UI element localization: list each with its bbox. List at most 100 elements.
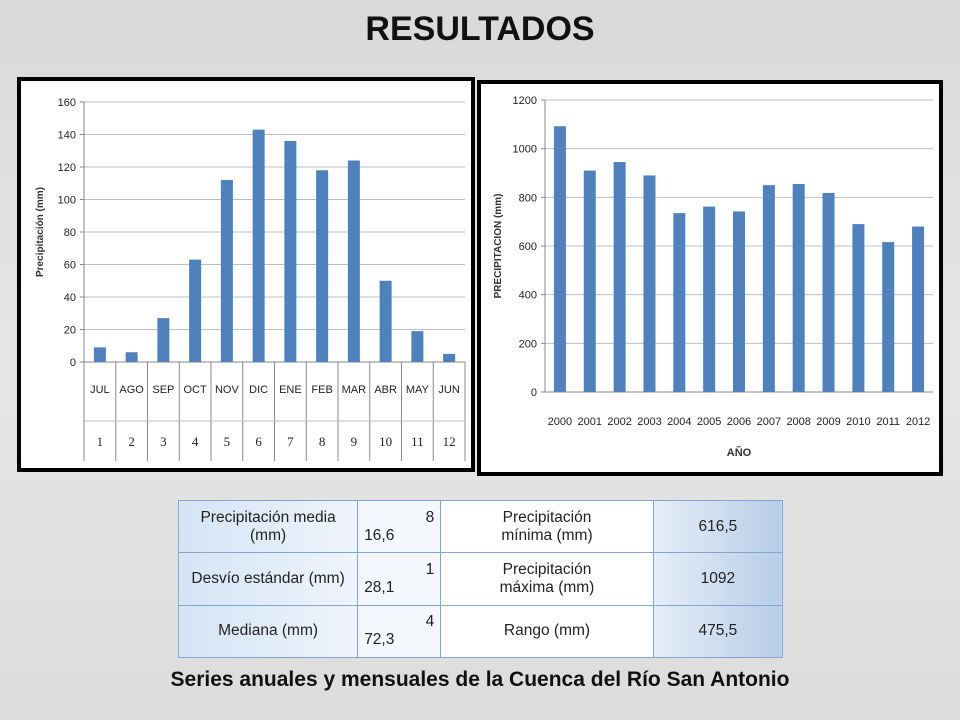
x-axis-label: AÑO xyxy=(727,446,752,459)
x-tick-label: ABR xyxy=(374,384,397,396)
statistics-table: Precipitación media (mm) 8 16,6 Precipitaci… xyxy=(177,499,784,659)
x-tick-label: 2001 xyxy=(578,416,602,428)
stat-value-part: 72,3 xyxy=(364,631,395,649)
monthly-precipitation-chart: 0 20 40 60 80 100 120 140 160 JUL AGO SEP OCT NOV DIC E… xyxy=(17,77,475,472)
y-tick-label: 120 xyxy=(58,162,76,174)
bar-2000 xyxy=(553,126,566,392)
x-tick-label: NOV xyxy=(215,384,240,396)
bar-2003 xyxy=(643,175,656,392)
bar-2005 xyxy=(703,206,716,392)
category-number: 1 xyxy=(97,434,104,449)
x-tick-label: 2005 xyxy=(697,416,721,428)
category-number: 9 xyxy=(351,434,358,449)
x-tick-label: 2007 xyxy=(757,416,781,428)
stats-row: Mediana (mm) 4 72,3 Rango (mm) 475,5 xyxy=(177,604,784,659)
x-tick-label: 2004 xyxy=(667,416,691,428)
category-number: 8 xyxy=(319,434,326,449)
bar-sep xyxy=(157,318,170,362)
category-number: 3 xyxy=(160,434,167,449)
bar-2001 xyxy=(583,170,596,392)
x-tick-label: 2000 xyxy=(548,416,572,428)
category-number: 6 xyxy=(255,434,262,449)
bar-2002 xyxy=(613,162,626,392)
bar-ago xyxy=(125,352,138,362)
y-tick-label: 40 xyxy=(64,292,76,304)
bar-abr xyxy=(379,280,392,362)
bar-nov xyxy=(220,180,233,362)
stat-label: Mediana (mm) xyxy=(177,604,359,659)
bar-oct xyxy=(189,259,202,362)
stat-value: 4 72,3 xyxy=(357,604,442,659)
stat-label-2-line: Rango (mm) xyxy=(503,622,591,640)
y-tick-label: 60 xyxy=(64,260,76,272)
annual-precipitation-chart: 0 200 400 600 800 1000 1200 2000 2001 2002 2003 200… xyxy=(477,80,943,476)
y-tick-label: 100 xyxy=(58,195,76,207)
stat-value-part: 16,6 xyxy=(364,526,395,544)
stat-label-2: Precipitación mínima (mm) xyxy=(440,499,654,554)
stat-label: Precipitación media (mm) xyxy=(177,499,359,554)
stat-label: Desvío estándar (mm) xyxy=(177,552,359,606)
stat-label-2-line: máxima (mm) xyxy=(499,578,595,596)
y-tick-label: 600 xyxy=(519,241,537,253)
stat-label-2: Rango (mm) xyxy=(440,604,654,659)
stat-value-2: 1092 xyxy=(652,552,784,606)
bar-2011 xyxy=(882,242,895,392)
x-tick-label: JUL xyxy=(90,384,110,396)
bar-may xyxy=(411,331,424,362)
y-tick-label: 200 xyxy=(519,338,537,350)
stat-label-2-line: mínima (mm) xyxy=(501,526,593,544)
stats-row: Desvío estándar (mm) 1 28,1 Precipitación má… xyxy=(177,552,784,606)
category-number: 12 xyxy=(443,434,456,449)
bar-2007 xyxy=(762,185,775,392)
y-axis-label: Precipitación (mm) xyxy=(35,187,46,277)
bar-ene xyxy=(284,141,297,362)
bar-2008 xyxy=(792,183,805,392)
x-tick-label: 2003 xyxy=(637,416,661,428)
bar-2006 xyxy=(733,211,745,392)
y-tick-label: 80 xyxy=(64,227,76,239)
x-tick-label: 2008 xyxy=(786,416,810,428)
x-tick-label: MAR xyxy=(342,384,367,396)
stat-value: 8 16,6 xyxy=(357,499,442,554)
y-tick-label: 800 xyxy=(519,192,537,204)
x-tick-label: 2006 xyxy=(727,416,751,428)
stat-value-2: 475,5 xyxy=(652,604,784,659)
stat-value: 1 28,1 xyxy=(357,552,442,606)
x-tick-label: MAY xyxy=(406,384,430,396)
x-tick-label: SEP xyxy=(152,384,174,396)
x-tick-label: DIC xyxy=(249,384,268,396)
y-tick-label: 0 xyxy=(70,357,76,369)
stat-value-part: 1 xyxy=(425,560,435,578)
figure-caption: Series anuales y mensuales de la Cuenca … xyxy=(170,668,790,691)
bar-jun xyxy=(443,353,456,362)
y-tick-label: 1200 xyxy=(513,95,537,107)
y-tick-label: 160 xyxy=(58,97,76,109)
bar-2012 xyxy=(912,226,925,392)
bar-2010 xyxy=(852,224,865,392)
x-tick-label: 2011 xyxy=(876,416,900,428)
stats-row: Precipitación media (mm) 8 16,6 Precipitaci… xyxy=(177,499,784,554)
stat-value-2: 616,5 xyxy=(652,499,784,554)
page-title: RESULTADOS xyxy=(365,10,595,48)
bar-mar xyxy=(347,160,360,362)
bar-2004 xyxy=(673,213,686,392)
category-number: 4 xyxy=(192,434,199,449)
bar-jul xyxy=(93,347,106,362)
x-tick-label: JUN xyxy=(438,384,459,396)
y-tick-label: 400 xyxy=(519,290,537,302)
category-number: 7 xyxy=(287,434,294,449)
y-tick-label: 140 xyxy=(58,130,76,142)
y-tick-label: 0 xyxy=(531,387,537,399)
stat-value-part: 28,1 xyxy=(364,578,395,596)
category-number: 11 xyxy=(411,434,424,449)
bar-dic xyxy=(252,129,265,362)
stat-label-2-line: Precipitación xyxy=(502,508,592,526)
x-tick-label: AGO xyxy=(119,384,144,396)
stat-value-part: 8 xyxy=(425,508,435,526)
x-tick-label: 2010 xyxy=(846,416,870,428)
x-tick-label: 2009 xyxy=(816,416,840,428)
stat-value-part: 4 xyxy=(425,613,435,631)
bar-feb xyxy=(316,170,329,362)
stat-label-2-line: Precipitación xyxy=(502,560,592,578)
x-tick-label: 2012 xyxy=(906,416,930,428)
